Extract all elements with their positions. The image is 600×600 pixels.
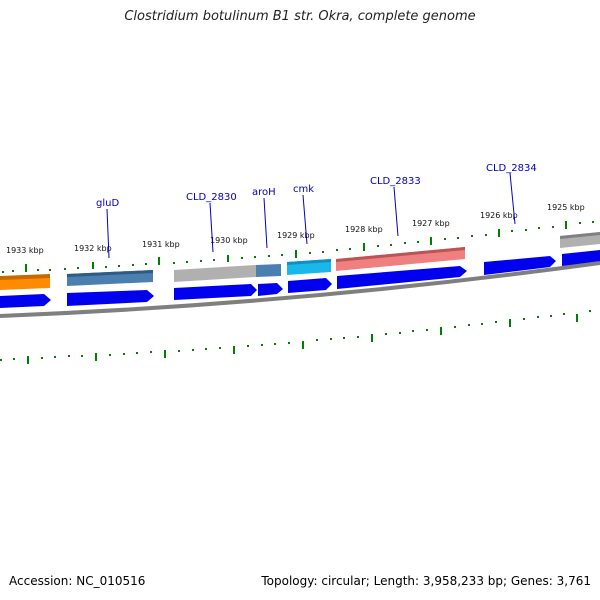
cds-arrow	[288, 278, 332, 293]
cds-arrow	[0, 294, 51, 308]
kbp-label: 1932 kbp	[74, 244, 112, 253]
map-title: Clostridium botulinum B1 str. Okra, comp…	[124, 9, 476, 24]
kbp-label: 1927 kbp	[412, 219, 450, 228]
cds-arrow	[337, 266, 467, 289]
leader-line	[263, 197, 268, 249]
accession-text: Accession: NC_010516	[9, 574, 146, 588]
kbp-label: 1926 kbp	[480, 211, 518, 220]
cds-arrow	[562, 250, 600, 266]
leader-line	[302, 194, 308, 245]
cds-track	[0, 250, 600, 308]
feature-cld-2833-edge	[336, 247, 465, 262]
gene-label-cld-2830: CLD_2830	[186, 192, 237, 203]
gene-label-gluD: gluD	[96, 198, 119, 209]
feature-aroH	[256, 264, 281, 277]
cds-arrow	[258, 283, 283, 296]
leader-line	[509, 172, 516, 225]
feature-cld-2830	[174, 265, 256, 282]
feature-track	[0, 232, 600, 290]
feature-cmk-edge	[287, 259, 331, 265]
leader-line	[209, 202, 214, 253]
inner-tick-ring	[0, 310, 591, 364]
genome-summary-text: Topology: circular; Length: 3,958,233 bp…	[261, 574, 591, 588]
leader-line	[106, 208, 110, 259]
cds-arrow	[174, 284, 257, 300]
kbp-labels: 1933 kbp 1932 kbp 1931 kbp 1930 kbp 1929…	[6, 203, 585, 255]
gene-label-aroH: aroH	[252, 187, 276, 198]
gene-label-cld-2834: CLD_2834	[486, 163, 537, 174]
kbp-label: 1928 kbp	[345, 225, 383, 234]
feature-orange-edge	[0, 274, 50, 280]
outer-tick-ring	[2, 221, 594, 273]
cds-arrow	[67, 290, 154, 306]
leader-line	[393, 186, 399, 237]
kbp-label: 1925 kbp	[547, 203, 585, 212]
kbp-label: 1933 kbp	[6, 246, 44, 255]
kbp-label: 1931 kbp	[142, 240, 180, 249]
gene-label-cld-2833: CLD_2833	[370, 176, 421, 187]
genome-backbone	[0, 261, 600, 318]
feature-gluD-edge	[67, 270, 153, 277]
kbp-label: 1929 kbp	[277, 231, 315, 240]
gene-label-cmk: cmk	[293, 184, 314, 195]
gene-labels: gluD CLD_2830 aroH cmk CLD_2833 CLD_2834	[96, 163, 537, 259]
kbp-label: 1930 kbp	[210, 236, 248, 245]
cds-arrow	[484, 256, 556, 275]
feature-gray-right-edge	[560, 232, 600, 239]
